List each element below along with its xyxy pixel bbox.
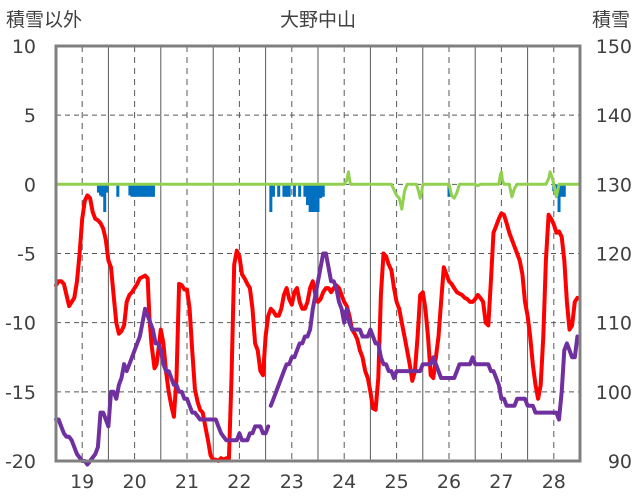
green-series-line <box>54 170 582 211</box>
snowfall-bar <box>141 184 145 197</box>
left-tick-label: 10 <box>12 36 36 58</box>
x-tick-label: 22 <box>227 471 251 493</box>
snowfall-bar <box>271 184 275 197</box>
snowfall-bar <box>308 184 312 212</box>
right-tick-label: 110 <box>596 313 632 335</box>
snowfall-bar <box>143 184 147 197</box>
x-tick-label: 25 <box>385 471 409 493</box>
snowfall-bar <box>149 184 153 197</box>
chart-title: 大野中山 <box>280 9 356 31</box>
x-tick-label: 19 <box>70 471 94 493</box>
right-tick-label: 100 <box>596 382 632 404</box>
snowfall-bar <box>316 184 320 212</box>
snowfall-bar <box>103 184 107 212</box>
snowfall-bar <box>136 184 140 197</box>
snowfall-bar <box>562 184 566 197</box>
x-tick-label: 24 <box>332 471 356 493</box>
snowfall-bar <box>282 184 286 197</box>
snowfall-bar <box>277 184 281 197</box>
blue-bars <box>96 184 566 212</box>
right-tick-labels: 150 140 130 120 110 100 90 <box>596 36 632 473</box>
right-tick-label: 90 <box>608 451 632 473</box>
snowfall-bar <box>147 184 151 197</box>
x-tick-label: 21 <box>175 471 199 493</box>
right-axis-title: 積雪 <box>592 9 630 31</box>
purple-series-line <box>268 251 580 422</box>
right-tick-label: 120 <box>596 244 632 266</box>
snowfall-bar <box>99 184 103 196</box>
snowfall-bar <box>151 184 155 197</box>
snowfall-bar <box>96 184 100 193</box>
purple-series-line <box>54 306 271 467</box>
x-tick-label: 26 <box>437 471 461 493</box>
snowfall-bar <box>130 184 134 197</box>
snowfall-bar <box>105 184 109 193</box>
snowfall-bar <box>100 184 104 197</box>
snowfall-bar <box>292 184 296 197</box>
right-tick-label: 130 <box>596 174 632 196</box>
snowfall-bar <box>321 184 325 197</box>
snowfall-bar <box>298 184 302 197</box>
snowfall-bar <box>134 184 138 197</box>
left-tick-label: -5 <box>17 244 36 266</box>
snowfall-bar <box>311 184 315 212</box>
left-tick-label: -15 <box>5 382 36 404</box>
snowfall-bar <box>560 184 564 197</box>
left-tick-label: 0 <box>24 174 36 196</box>
vgrid <box>81 46 555 461</box>
snowfall-bar <box>116 184 120 197</box>
left-tick-label: -10 <box>5 313 36 335</box>
x-tick-label: 23 <box>280 471 304 493</box>
x-tick-label: 20 <box>123 471 147 493</box>
snowfall-bar <box>269 184 273 212</box>
series-lines <box>54 170 582 467</box>
snowfall-bar <box>285 184 289 197</box>
snowfall-bar <box>557 184 561 212</box>
plot-frame <box>54 44 582 463</box>
right-tick-label: 150 <box>596 36 632 58</box>
left-axis-title: 積雪以外 <box>6 9 82 31</box>
snowfall-bar <box>139 184 143 197</box>
snowfall-bar <box>145 184 149 197</box>
left-tick-label: -20 <box>5 451 36 473</box>
right-tick-label: 140 <box>596 105 632 127</box>
snowfall-bar <box>319 184 323 199</box>
left-tick-labels: 10 5 0 -5 -10 -15 -20 <box>5 36 36 473</box>
x-tick-labels: 19 20 21 22 23 24 25 26 27 28 <box>70 471 566 493</box>
snowfall-bar <box>128 184 132 196</box>
snowfall-bar <box>287 184 291 197</box>
snowfall-bar <box>133 184 137 197</box>
snowfall-bar <box>306 184 310 206</box>
snowfall-bar <box>313 184 317 212</box>
snowfall-bar <box>303 184 307 197</box>
x-tick-label: 28 <box>542 471 566 493</box>
left-tick-label: 5 <box>24 105 36 127</box>
x-tick-label: 27 <box>489 471 513 493</box>
